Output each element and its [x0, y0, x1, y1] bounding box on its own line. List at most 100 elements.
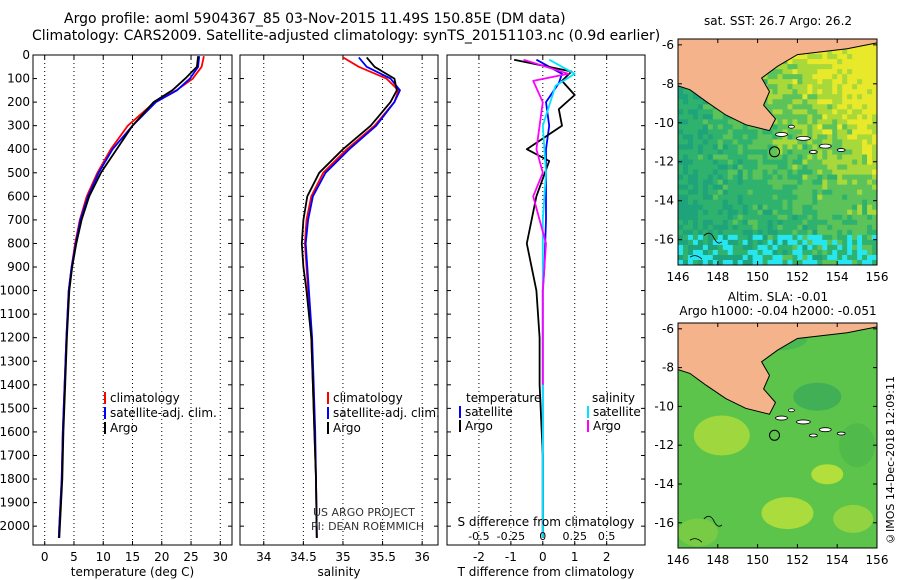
sst-cell	[702, 154, 709, 161]
sst-cell	[692, 214, 699, 221]
sst-cell	[757, 234, 764, 241]
sst-cell	[717, 249, 724, 256]
sst-cell	[782, 184, 788, 191]
sst-cell	[767, 214, 774, 221]
x-tick-label: 35.5	[369, 550, 396, 564]
map-y-tick-label: -16	[654, 516, 674, 530]
sst-cell	[767, 139, 774, 145]
sst-cell	[742, 229, 749, 236]
sst-cell	[702, 174, 709, 181]
sst-cell	[717, 159, 724, 166]
sst-cell	[842, 239, 848, 246]
sst-cell	[857, 244, 863, 251]
sst-cell	[737, 139, 744, 145]
sst-cell	[812, 244, 818, 251]
sst-cell	[757, 259, 764, 265]
sst-cell	[847, 174, 853, 181]
sst-cell	[782, 114, 788, 120]
sst-cell	[857, 79, 863, 85]
sst-cell	[712, 119, 719, 125]
land-new-guinea	[678, 323, 877, 415]
sst-cell	[732, 194, 739, 201]
island	[818, 143, 832, 149]
sst-cell	[772, 179, 778, 186]
sst-cell	[832, 184, 838, 191]
sst-cell	[692, 179, 699, 186]
sst-cell	[792, 129, 798, 135]
sst-cell	[837, 49, 843, 55]
sst-cell	[697, 234, 704, 241]
sst-cell	[857, 214, 863, 221]
sst-cell	[832, 149, 838, 156]
sst-cell	[692, 219, 699, 226]
sst-cell	[762, 254, 769, 261]
sst-cell	[782, 259, 788, 265]
sst-cell	[847, 234, 853, 241]
sst-cell	[862, 214, 868, 221]
sst-cell	[787, 154, 793, 161]
sst-cell	[857, 189, 863, 196]
sst-cell	[817, 54, 823, 60]
sst-cell	[842, 244, 848, 251]
sst-cell	[767, 164, 774, 171]
sst-cell	[692, 224, 699, 231]
sst-cell	[872, 94, 877, 100]
sst-cell	[757, 184, 764, 191]
sst-cell	[817, 194, 823, 201]
sst-cell	[678, 174, 684, 181]
sst-cell	[842, 69, 848, 75]
sst-cell	[747, 209, 754, 216]
sst-cell	[682, 104, 689, 110]
sst-cell	[827, 164, 833, 171]
sst-cell	[807, 84, 813, 90]
sst-cell	[797, 114, 803, 120]
sst-cell	[822, 154, 828, 161]
sst-cell	[847, 229, 853, 236]
sst-cell	[722, 119, 729, 125]
sst-cell	[822, 104, 828, 110]
sst-cell	[742, 139, 749, 145]
depth-tick-label: 1800	[0, 472, 30, 486]
sst-cell	[682, 179, 689, 186]
sst-cell	[722, 204, 729, 211]
sst-cell	[812, 54, 818, 60]
sst-cell	[837, 99, 843, 105]
sst-cell	[792, 99, 798, 105]
sst-cell	[712, 189, 719, 196]
sst-cell	[807, 194, 813, 201]
sst-cell	[792, 94, 798, 100]
sst-cell	[837, 224, 843, 231]
sst-cell	[757, 179, 764, 186]
sst-cell	[697, 219, 704, 226]
sst-cell	[727, 194, 734, 201]
sst-cell	[742, 204, 749, 211]
sst-cell	[777, 244, 783, 251]
sst-cell	[747, 229, 754, 236]
sst-cell	[837, 194, 843, 201]
sst-cell	[842, 64, 848, 70]
sst-cell	[802, 174, 808, 181]
sst-cell	[817, 174, 823, 181]
sst-cell	[772, 134, 778, 140]
sst-cell	[707, 154, 714, 161]
sst-cell	[807, 239, 813, 246]
sst-cell	[687, 199, 694, 206]
sst-cell	[797, 54, 803, 60]
sst-cell	[772, 199, 778, 206]
sst-cell	[767, 194, 774, 201]
sst-cell	[752, 154, 759, 161]
sst-cell	[807, 74, 813, 80]
sst-cell	[782, 64, 788, 70]
sst-cell	[762, 169, 769, 176]
sst-cell	[682, 99, 689, 105]
sst-cell	[837, 84, 843, 90]
sst-cell	[807, 204, 813, 211]
sst-cell	[732, 184, 739, 191]
sst-cell	[767, 229, 774, 236]
sst-cell	[792, 114, 798, 120]
sst-cell	[782, 79, 788, 85]
sst-cell	[837, 79, 843, 85]
sst-cell	[867, 79, 873, 85]
sst-cell	[757, 129, 764, 135]
sst-cell	[797, 109, 803, 115]
